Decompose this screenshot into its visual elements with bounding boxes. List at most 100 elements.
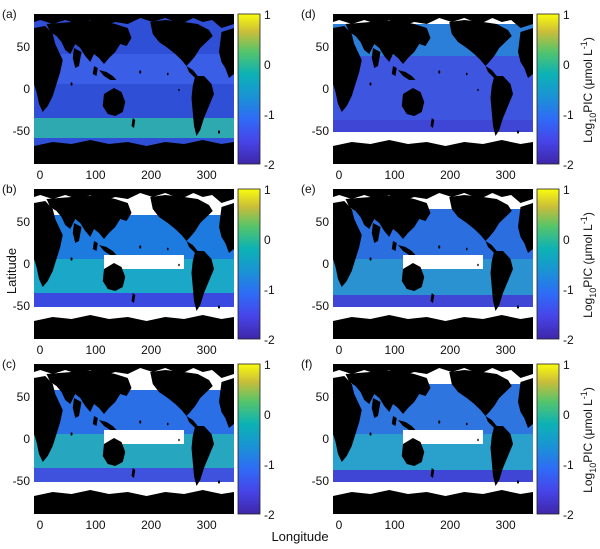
panel-label-f: (f) (301, 357, 312, 371)
colorbar-tick-label: -1 (563, 283, 574, 297)
x-tick-label: 200 (440, 343, 460, 357)
y-tick-label: 0 (23, 257, 30, 271)
colorbar-tick-label: 1 (264, 8, 271, 22)
svg-text:Log10PIC (μmol L-1): Log10PIC (μmol L-1) (579, 37, 598, 143)
x-tick-label: 100 (385, 343, 405, 357)
y-tick-label: 50 (17, 390, 31, 404)
x-tick-label: 200 (440, 168, 460, 182)
map-d (333, 14, 533, 164)
x-tick-label: 0 (336, 343, 343, 357)
panel-d: (d) (301, 7, 533, 164)
panel-label-c: (c) (2, 357, 16, 371)
colorbar-label-top: Log10PIC (μmol L-1) (579, 37, 598, 143)
y-tick-label: 50 (316, 390, 330, 404)
panel-f: (f) (301, 357, 533, 514)
colorbar-tick-label: 0 (264, 233, 271, 247)
cb-label-rest: PIC (μmol L (581, 399, 595, 463)
colorbar-tick-label: -2 (563, 508, 574, 522)
y-tick-label: -50 (312, 299, 330, 313)
y-tick-label: -50 (312, 124, 330, 138)
panel-label-a: (a) (2, 7, 17, 21)
colorbar-tick-label: -1 (563, 458, 574, 472)
x-tick-label: 100 (86, 343, 106, 357)
x-tick-label: 0 (37, 343, 44, 357)
colorbar-c (237, 363, 261, 515)
x-tick-label: 0 (336, 168, 343, 182)
colorbar-e (536, 188, 560, 340)
equator-gap-f (403, 430, 483, 444)
y-tick-label: -50 (13, 124, 31, 138)
panel-b: (b) (2, 182, 234, 339)
colorbar-tick-label: -2 (563, 158, 574, 172)
colorbar-tick-label: 0 (264, 408, 271, 422)
map-b (34, 189, 234, 339)
x-tick-label: 200 (440, 518, 460, 532)
x-tick-label: 300 (197, 168, 217, 182)
cb-label-log: Log (581, 123, 595, 143)
panel-label-b: (b) (2, 182, 17, 196)
x-tick-label: 300 (197, 518, 217, 532)
colorbar-label-mid: Log10PIC (μmol L-1) (579, 212, 598, 318)
colorbar-tick-label: -2 (264, 158, 275, 172)
y-tick-label: 0 (322, 82, 329, 96)
y-axis-title: Latitude (4, 248, 19, 294)
y-tick-label: 0 (23, 82, 30, 96)
y-tick-label: 50 (316, 40, 330, 54)
colorbar-tick-label: 0 (563, 233, 570, 247)
x-tick-label: 300 (197, 343, 217, 357)
panel-label-e: (e) (301, 182, 316, 196)
cb-label-sub: 10 (588, 463, 598, 473)
y-tick-label: 50 (17, 40, 31, 54)
y-tick-label: -50 (312, 474, 330, 488)
colorbar-a (237, 13, 261, 165)
svg-text:Log10PIC (μmol L-1): Log10PIC (μmol L-1) (579, 212, 598, 318)
x-tick-label: 100 (86, 518, 106, 532)
colorbar-tick-label: 1 (563, 183, 570, 197)
x-tick-label: 0 (336, 518, 343, 532)
y-tick-label: 0 (23, 432, 30, 446)
colorbar-d (536, 13, 560, 165)
colorbar-tick-label: 1 (264, 183, 271, 197)
x-tick-label: 0 (37, 168, 44, 182)
colorbar-tick-label: 0 (563, 58, 570, 72)
cb-label-rest: PIC (μmol L (581, 224, 595, 288)
y-tick-label: 0 (322, 432, 329, 446)
y-tick-label: -50 (13, 299, 31, 313)
colorbar-tick-label: -2 (264, 508, 275, 522)
equator-gap-c (104, 430, 184, 444)
x-tick-label: 200 (141, 343, 161, 357)
cb-label-rest: PIC (μmol L (581, 49, 595, 113)
y-tick-label: 50 (17, 215, 31, 229)
equator-gap-e (403, 255, 483, 269)
colorbar-tick-label: 1 (563, 8, 570, 22)
equator-gap-b (104, 255, 184, 269)
x-tick-label: 200 (141, 518, 161, 532)
y-tick-label: -50 (13, 474, 31, 488)
x-tick-label: 300 (496, 168, 516, 182)
x-tick-label: 300 (496, 518, 516, 532)
colorbar-tick-label: -2 (563, 333, 574, 347)
colorbar-b (237, 188, 261, 340)
cb-label-close: ) (581, 37, 595, 41)
colorbar-tick-label: 0 (264, 58, 271, 72)
colorbar-f (536, 363, 560, 515)
cb-label-exp: -1 (579, 41, 589, 49)
x-tick-label: 200 (141, 168, 161, 182)
y-tick-label: 0 (322, 257, 329, 271)
cb-label-log: Log (581, 298, 595, 318)
map-c (34, 364, 234, 514)
colorbar-tick-label: 0 (563, 408, 570, 422)
x-tick-label: 100 (86, 168, 106, 182)
map-a (34, 14, 234, 164)
cb-label-sub: 10 (588, 288, 598, 298)
cb-label-log: Log (581, 473, 595, 493)
x-tick-label: 300 (496, 343, 516, 357)
cb-label-close: ) (581, 212, 595, 216)
x-tick-label: 0 (37, 518, 44, 532)
colorbar-tick-label: 1 (563, 358, 570, 372)
panel-label-d: (d) (301, 7, 316, 21)
panel-a: (a) (2, 7, 234, 164)
map-e (333, 189, 533, 339)
x-axis-title: Longitude (271, 529, 328, 544)
